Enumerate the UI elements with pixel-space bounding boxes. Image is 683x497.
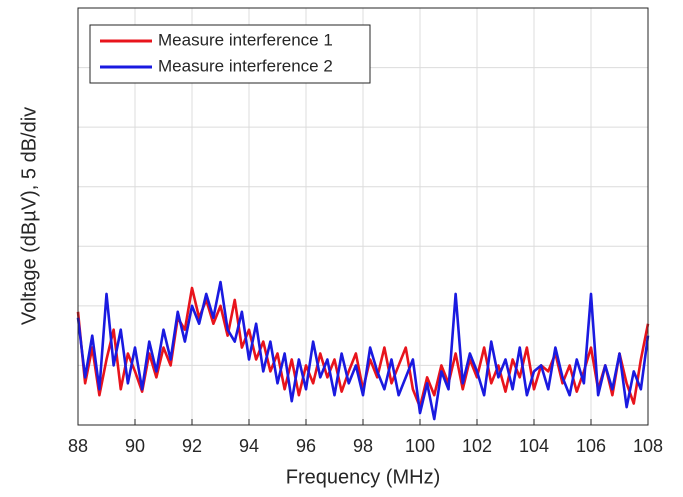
x-tick-label: 108 [633, 436, 663, 456]
x-tick-label: 90 [125, 436, 145, 456]
legend-label: Measure interference 2 [158, 56, 333, 75]
x-tick-label: 98 [353, 436, 373, 456]
y-axis-label: Voltage (dBµV), 5 dB/div [18, 107, 40, 325]
plot-frame [77, 7, 649, 426]
x-tick-label: 106 [576, 436, 606, 456]
x-tick-label: 96 [296, 436, 316, 456]
x-axis-label: Frequency (MHz) [286, 466, 440, 488]
legend: Measure interference 1 Measure interferen… [89, 24, 371, 84]
x-tick-label: 104 [519, 436, 549, 456]
x-tick-label: 102 [462, 436, 492, 456]
x-tick-label: 100 [405, 436, 435, 456]
x-tick-label: 88 [68, 436, 88, 456]
legend-box [89, 24, 371, 84]
x-tick-label: 92 [182, 436, 202, 456]
x-tick-label: 94 [239, 436, 259, 456]
data-line [76, 280, 650, 421]
legend-label: Measure interference 1 [158, 30, 333, 49]
